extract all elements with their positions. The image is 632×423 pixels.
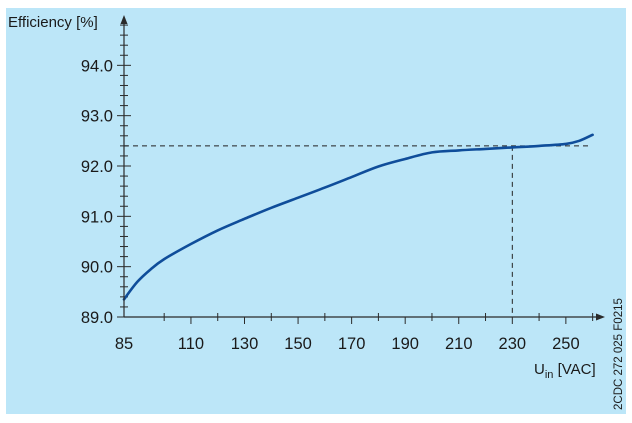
x-tick-label: 210 — [445, 335, 473, 353]
y-tick-label: 89.0 — [81, 309, 113, 327]
x-axis-arrow — [596, 313, 605, 321]
x-tick-label: 190 — [391, 335, 419, 353]
x-axis-title: Uin [VAC] — [534, 361, 596, 381]
x-tick-label: 130 — [231, 335, 259, 353]
x-tick-label: 85 — [115, 335, 133, 353]
x-axis-unit: [VAC] — [553, 361, 595, 378]
y-tick-label: 92.0 — [81, 158, 113, 176]
x-axis-symbol: U — [534, 361, 545, 378]
y-axis-title: Efficiency [%] — [8, 14, 98, 31]
x-tick-label: 230 — [499, 335, 527, 353]
x-tick-label: 250 — [552, 335, 580, 353]
chart-background — [6, 8, 626, 414]
reference-lines — [124, 145, 590, 317]
y-tick-label: 91.0 — [81, 208, 113, 226]
x-tick-label: 110 — [178, 335, 204, 353]
figure-code: 2CDC 272 025 F0215 — [613, 298, 625, 410]
y-axis-arrow — [120, 15, 128, 24]
labels-layer: 89.0 90.0 91.0 92.0 93.0 94.0 85 110 130 150 170 19… — [81, 57, 580, 353]
x-axis-subscript: in — [545, 369, 554, 381]
x-tick-label: 170 — [338, 335, 366, 353]
y-tick-label: 90.0 — [81, 259, 113, 277]
x-tick-label: 150 — [284, 335, 312, 353]
y-tick-label: 94.0 — [81, 57, 113, 75]
y-tick-label: 93.0 — [81, 108, 113, 126]
efficiency-curve — [122, 133, 594, 301]
